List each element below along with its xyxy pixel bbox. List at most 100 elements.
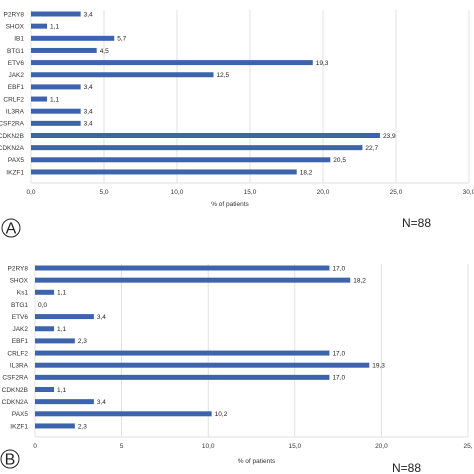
- category-label: IL3RA: [6, 109, 25, 116]
- value-label: 3,4: [97, 314, 106, 321]
- value-label: 3,4: [84, 84, 93, 91]
- category-label: EBF1: [8, 84, 25, 91]
- bar-shox: [31, 23, 48, 29]
- bar-jak2: [35, 326, 55, 332]
- bar-cdkn2a: [31, 145, 363, 151]
- category-label: SHOX: [10, 277, 29, 284]
- bar-ks1: [35, 289, 55, 295]
- category-label: P2RY8: [4, 11, 25, 18]
- value-label: 3,4: [84, 121, 93, 128]
- sample-size-label: N=88: [392, 461, 421, 474]
- bar-pax5: [35, 411, 212, 417]
- category-label: CDKN2B: [2, 387, 28, 394]
- chart-panel-a: 0,0 5,0 10,0 15,0 20,0 25,0 30,0 P2RY8 3,4 SHOX 1,…: [0, 10, 474, 238]
- bar-crlf2: [35, 350, 330, 356]
- panel-letter-circle: [1, 218, 21, 238]
- bar-il3ra: [31, 108, 81, 114]
- category-label: ETV6: [12, 314, 29, 321]
- bar-cdkn2a: [35, 399, 94, 405]
- value-label: 1,1: [57, 387, 66, 394]
- value-label: 1,1: [57, 326, 66, 333]
- bar-p2ry8: [31, 11, 81, 17]
- category-label: CRLF2: [3, 96, 24, 103]
- value-label: 10,2: [215, 411, 228, 418]
- bar-etv6: [35, 314, 94, 320]
- value-label: 17,0: [332, 350, 345, 357]
- chart-panel-b: 0 5 10,0 15,0 20,0 25, P2RY8 17,0 SHOX 18,2 Ks1 1,1…: [0, 264, 473, 474]
- panel-letter: A: [6, 221, 17, 238]
- value-label: 5,7: [117, 36, 126, 43]
- category-label: CDKN2A: [2, 399, 29, 406]
- bar-ikzf1: [35, 423, 75, 429]
- value-label: 19,3: [316, 60, 329, 67]
- value-label: 17,0: [332, 375, 345, 382]
- value-label: 23,9: [383, 133, 396, 140]
- x-tick-label: 15,0: [244, 189, 257, 196]
- bar-ebf1: [35, 338, 75, 344]
- bar-csf2ra: [31, 120, 81, 126]
- category-label: CDKN2A: [0, 145, 25, 152]
- bar-csf2ra: [35, 374, 330, 380]
- bar-cdkn2b: [31, 133, 380, 138]
- category-label: Ks1: [17, 290, 29, 297]
- bar-jak2: [31, 72, 214, 78]
- bar-btg1: [31, 47, 97, 53]
- bar-ikzf1: [31, 169, 297, 175]
- x-axis-label: % of patients: [211, 201, 249, 208]
- value-label: 3,4: [97, 399, 106, 406]
- category-label: BTG1: [11, 302, 28, 309]
- value-label: 19,3: [372, 363, 385, 370]
- value-label: 0,0: [38, 302, 47, 309]
- category-label: ETV6: [8, 60, 25, 67]
- value-label: 2,3: [78, 423, 87, 430]
- category-label: JAK2: [12, 326, 28, 333]
- bar-crlf2: [31, 96, 48, 102]
- category-label: IB1: [14, 36, 24, 43]
- category-label: PAX5: [8, 157, 25, 164]
- x-tick-label: 30,0: [463, 189, 474, 196]
- category-label: CSF2RA: [0, 121, 25, 128]
- value-label: 3,4: [84, 109, 93, 116]
- bar-shox: [35, 277, 351, 283]
- value-label: 17,0: [332, 265, 345, 272]
- value-label: 18,2: [300, 169, 313, 176]
- category-label: P2RY8: [8, 265, 29, 272]
- x-tick-label: 25,0: [390, 189, 403, 196]
- x-tick-label: 10,0: [171, 189, 184, 196]
- category-label: CSF2RA: [2, 375, 28, 382]
- bar-ebf1: [31, 84, 81, 90]
- x-tick-label: 0,0: [26, 189, 35, 196]
- category-label: CDKN2B: [0, 133, 24, 140]
- bar-etv6: [31, 60, 313, 66]
- value-label: 1,1: [57, 290, 66, 297]
- x-tick-label: 15,0: [288, 443, 301, 450]
- value-label: 2,3: [78, 338, 87, 345]
- value-label: 18,2: [353, 277, 366, 284]
- value-label: 22,7: [365, 145, 378, 152]
- x-tick-label: 0: [33, 443, 37, 450]
- x-tick-label: 10,0: [202, 443, 215, 450]
- value-label: 20,5: [333, 157, 346, 164]
- x-tick-label: 20,0: [317, 189, 330, 196]
- bar-pax5: [31, 157, 331, 163]
- value-label: 1,1: [50, 23, 59, 30]
- category-label: PAX5: [12, 411, 29, 418]
- bar-p2ry8: [35, 265, 330, 271]
- bar-cdkn2b: [35, 387, 55, 392]
- category-label: IKZF1: [10, 423, 28, 430]
- x-axis-label: % of patients: [238, 458, 276, 465]
- value-label: 1,1: [50, 96, 59, 103]
- category-label: JAK2: [8, 72, 24, 79]
- category-label: IL3RA: [10, 363, 29, 370]
- panel-letter-circle: [0, 449, 20, 469]
- value-label: 12,5: [217, 72, 230, 79]
- category-label: SHOX: [6, 23, 25, 30]
- sample-size-label: N=88: [402, 216, 431, 230]
- category-label: IKZF1: [6, 169, 24, 176]
- x-tick-label: 25,: [463, 443, 472, 450]
- x-tick-label: 5,0: [99, 189, 108, 196]
- value-label: 3,4: [84, 11, 93, 18]
- category-label: EBF1: [12, 338, 29, 345]
- panel-letter: B: [5, 452, 16, 469]
